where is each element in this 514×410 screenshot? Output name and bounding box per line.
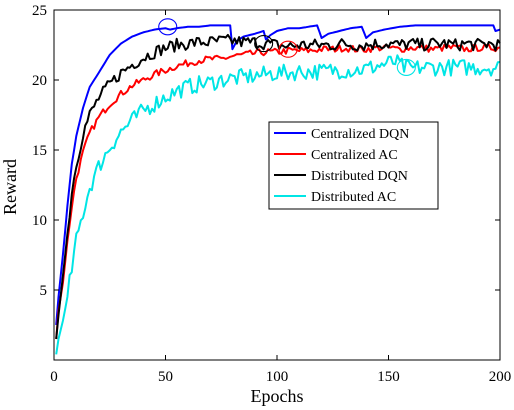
y-tick-label: 20 <box>32 73 47 89</box>
annotation-ellipse-0 <box>158 18 178 36</box>
series-line-0 <box>55 24 501 326</box>
annotation-ellipse-1 <box>254 35 274 53</box>
x-tick-label: 0 <box>50 369 58 385</box>
annotation-ellipses <box>158 18 416 76</box>
legend-box <box>268 121 439 210</box>
x-axis-label: Epochs <box>251 386 304 406</box>
series-lines <box>55 24 501 355</box>
axis-ticks: 0 50 100 150 200 5 10 15 20 25 <box>32 3 511 385</box>
y-tick-label: 10 <box>32 213 47 229</box>
x-tick-label: 100 <box>266 369 289 385</box>
legend-label-2: Distributed DQN <box>311 169 408 184</box>
y-tick-label: 5 <box>40 283 48 299</box>
x-tick-label: 150 <box>377 369 400 385</box>
annotation-ellipse-2 <box>278 40 298 58</box>
y-axis-label: Reward <box>0 159 20 215</box>
series-line-3 <box>55 54 501 355</box>
legend-label-0: Centralized DQN <box>311 127 409 142</box>
x-tick-label: 200 <box>489 369 512 385</box>
y-tick-label: 25 <box>32 3 47 19</box>
annotation-ellipse-3 <box>396 58 416 76</box>
x-tick-label: 50 <box>158 369 173 385</box>
y-tick-label: 15 <box>32 143 47 159</box>
legend-label-1: Centralized AC <box>311 148 398 163</box>
legend: Centralized DQN Centralized AC Distributed… <box>268 121 439 210</box>
legend-label-3: Distributed AC <box>311 190 396 205</box>
series-line-2 <box>55 33 501 340</box>
series-line-1 <box>55 43 501 340</box>
